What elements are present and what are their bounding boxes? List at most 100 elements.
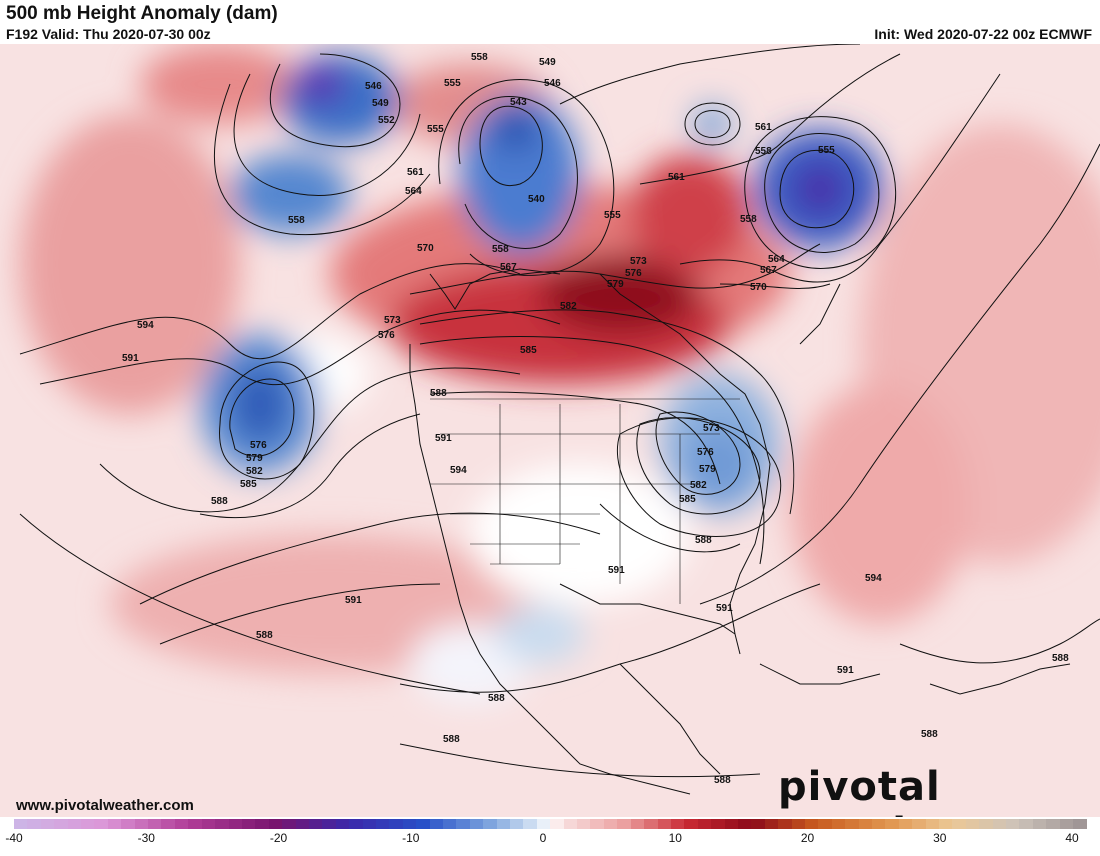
colorbar-swatch [778, 819, 792, 829]
valid-time: F192 Valid: Thu 2020-07-30 00z [6, 26, 211, 42]
colorbar-swatch [818, 819, 832, 829]
contour-label: 573 [703, 423, 720, 434]
contour-label: 591 [608, 565, 625, 576]
colorbar-swatch [536, 819, 551, 829]
contour-label: 555 [444, 78, 461, 89]
colorbar-swatch [40, 819, 55, 829]
colorbar-swatch [107, 819, 122, 829]
colorbar-swatch [724, 819, 738, 829]
colorbar-swatch [764, 819, 779, 829]
colorbar-swatch [550, 819, 564, 829]
colorbar-swatch [148, 819, 162, 829]
contour-label: 564 [768, 254, 785, 265]
colorbar-swatch [241, 819, 256, 829]
colorbar-swatch [14, 819, 28, 829]
contour-label: 588 [430, 388, 447, 399]
colorbar-swatch [456, 819, 470, 829]
colorbar-swatch [282, 819, 296, 829]
colorbar-swatch [255, 819, 269, 829]
contour-label: 555 [604, 210, 621, 221]
colorbar-swatch [228, 819, 242, 829]
anomaly-map: 546 549 552 555 555 558 549 546 543 540 … [0, 44, 1100, 817]
colorbar-swatch [1032, 819, 1047, 829]
colorbar-swatch [577, 819, 591, 829]
contour-label: 588 [1052, 653, 1069, 664]
colorbar-swatch [54, 819, 68, 829]
contour-label: 591 [345, 595, 362, 606]
colorbar-swatch [308, 819, 323, 829]
colorbar-swatch [898, 819, 913, 829]
contour-label: 558 [471, 52, 488, 63]
colorbar-swatch [1019, 819, 1033, 829]
colorbar-swatch [121, 819, 135, 829]
colorbar-swatch [912, 819, 926, 829]
colorbar-swatch [965, 819, 980, 829]
contour-label: 549 [372, 98, 389, 109]
contour-label: 564 [405, 186, 422, 197]
colorbar-swatch [979, 819, 993, 829]
colorbar-tick-label: -10 [402, 831, 420, 845]
colorbar-swatch [389, 819, 403, 829]
contour-label: 582 [560, 301, 577, 312]
header: 500 mb Height Anomaly (dam) F192 Valid: … [0, 0, 1100, 44]
colorbar-tick-label: 40 [1065, 831, 1079, 845]
colorbar-gradient [14, 819, 1087, 829]
contour-label: 576 [625, 268, 642, 279]
contour-label: 546 [544, 78, 561, 89]
colorbar-tick-label: 20 [800, 831, 815, 845]
colorbar-swatch [443, 819, 457, 829]
colorbar-swatch [496, 819, 511, 829]
colorbar-swatch [872, 819, 886, 829]
colorbar-swatch [630, 819, 645, 829]
contour-label: 546 [365, 81, 382, 92]
colorbar-swatch [939, 819, 953, 829]
colorbar-swatch [1006, 819, 1020, 829]
colorbar-swatch [885, 819, 899, 829]
colorbar-swatch [925, 819, 940, 829]
colorbar-swatch [27, 819, 41, 829]
colorbar-swatch [523, 819, 537, 829]
colorbar: -40 -30 -20 -10 0 10 20 30 40 [0, 817, 1100, 850]
contour-label: 582 [246, 466, 263, 477]
contour-label: 588 [714, 775, 731, 786]
contour-label: 552 [378, 115, 395, 126]
colorbar-swatch [201, 819, 216, 829]
colorbar-swatch [375, 819, 390, 829]
colorbar-swatch [322, 819, 336, 829]
contour-label: 594 [450, 465, 467, 476]
colorbar-tick-label: -20 [269, 831, 288, 845]
contour-label: 570 [750, 282, 767, 293]
height-contours [19, 44, 1100, 778]
colorbar-tick-label: 0 [539, 831, 547, 845]
contour-label: 573 [630, 256, 647, 267]
colorbar-swatch [657, 819, 671, 829]
colorbar-swatch [134, 819, 149, 829]
contour-label: 591 [122, 353, 139, 364]
contour-label: 561 [407, 167, 424, 178]
coastlines [409, 268, 1071, 795]
contour-label: 588 [695, 535, 712, 546]
colorbar-swatch [362, 819, 376, 829]
colorbar-swatch [563, 819, 578, 829]
contour-label: 555 [427, 124, 444, 135]
contour-label: 558 [492, 244, 509, 255]
contour-label: 579 [246, 453, 263, 464]
colorbar-swatch [335, 819, 350, 829]
contour-label: 573 [384, 315, 401, 326]
colorbar-swatch [483, 819, 497, 829]
contour-label: 588 [256, 630, 273, 641]
colorbar-swatch [161, 819, 175, 829]
contour-label: 585 [520, 345, 537, 356]
colorbar-swatch [845, 819, 859, 829]
colorbar-swatch [174, 819, 189, 829]
colorbar-swatch [858, 819, 872, 829]
colorbar-swatch [644, 819, 658, 829]
colorbar-tick-label: -30 [137, 831, 155, 845]
contour-label: 567 [500, 262, 517, 273]
colorbar-swatch [510, 819, 524, 829]
contour-label: 561 [668, 172, 685, 183]
colorbar-swatch [349, 819, 363, 829]
contour-label: 594 [865, 573, 882, 584]
contour-labels: 546 549 552 555 555 558 549 546 543 540 … [122, 52, 1069, 786]
colorbar-swatch [469, 819, 484, 829]
